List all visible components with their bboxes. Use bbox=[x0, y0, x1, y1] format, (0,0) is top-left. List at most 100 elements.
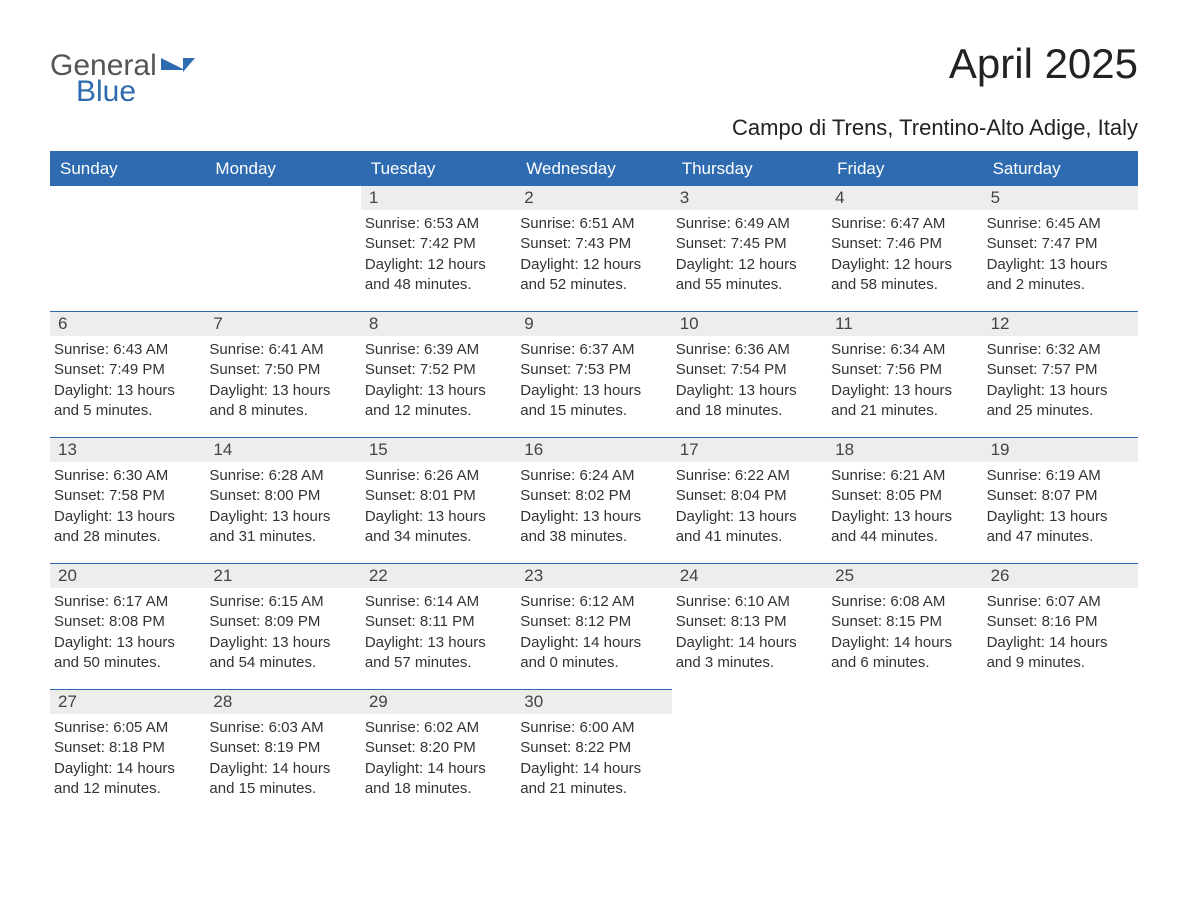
day-number: 1 bbox=[361, 186, 516, 210]
weekday-header: Monday bbox=[205, 153, 360, 185]
day-details: Sunrise: 6:14 AMSunset: 8:11 PMDaylight:… bbox=[361, 588, 516, 673]
day-number: 19 bbox=[983, 438, 1138, 462]
day-details: Sunrise: 6:49 AMSunset: 7:45 PMDaylight:… bbox=[672, 210, 827, 295]
day-details: Sunrise: 6:34 AMSunset: 7:56 PMDaylight:… bbox=[827, 336, 982, 421]
day-cell: 16Sunrise: 6:24 AMSunset: 8:02 PMDayligh… bbox=[516, 437, 671, 563]
day-number: 6 bbox=[50, 312, 205, 336]
day-cell: 21Sunrise: 6:15 AMSunset: 8:09 PMDayligh… bbox=[205, 563, 360, 689]
day-cell: 25Sunrise: 6:08 AMSunset: 8:15 PMDayligh… bbox=[827, 563, 982, 689]
day-cell: 3Sunrise: 6:49 AMSunset: 7:45 PMDaylight… bbox=[672, 185, 827, 311]
day-cell: 8Sunrise: 6:39 AMSunset: 7:52 PMDaylight… bbox=[361, 311, 516, 437]
day-number: 14 bbox=[205, 438, 360, 462]
day-number: 23 bbox=[516, 564, 671, 588]
day-cell: 26Sunrise: 6:07 AMSunset: 8:16 PMDayligh… bbox=[983, 563, 1138, 689]
day-cell: 20Sunrise: 6:17 AMSunset: 8:08 PMDayligh… bbox=[50, 563, 205, 689]
day-details: Sunrise: 6:02 AMSunset: 8:20 PMDaylight:… bbox=[361, 714, 516, 799]
day-number: 4 bbox=[827, 186, 982, 210]
day-number: 21 bbox=[205, 564, 360, 588]
day-cell: 7Sunrise: 6:41 AMSunset: 7:50 PMDaylight… bbox=[205, 311, 360, 437]
day-cell: 24Sunrise: 6:10 AMSunset: 8:13 PMDayligh… bbox=[672, 563, 827, 689]
logo-text: General Blue bbox=[50, 50, 195, 107]
day-details: Sunrise: 6:26 AMSunset: 8:01 PMDaylight:… bbox=[361, 462, 516, 547]
logo: General Blue bbox=[50, 40, 195, 107]
day-number: 10 bbox=[672, 312, 827, 336]
day-number: 30 bbox=[516, 690, 671, 714]
day-number: 25 bbox=[827, 564, 982, 588]
day-number: 22 bbox=[361, 564, 516, 588]
day-number: 26 bbox=[983, 564, 1138, 588]
day-details: Sunrise: 6:45 AMSunset: 7:47 PMDaylight:… bbox=[983, 210, 1138, 295]
day-number: 13 bbox=[50, 438, 205, 462]
day-number: 28 bbox=[205, 690, 360, 714]
weekday-header: Friday bbox=[827, 153, 982, 185]
day-cell: 9Sunrise: 6:37 AMSunset: 7:53 PMDaylight… bbox=[516, 311, 671, 437]
day-cell: 27Sunrise: 6:05 AMSunset: 8:18 PMDayligh… bbox=[50, 689, 205, 815]
weekday-header: Tuesday bbox=[361, 153, 516, 185]
day-cell: 28Sunrise: 6:03 AMSunset: 8:19 PMDayligh… bbox=[205, 689, 360, 815]
day-details: Sunrise: 6:08 AMSunset: 8:15 PMDaylight:… bbox=[827, 588, 982, 673]
day-cell: 14Sunrise: 6:28 AMSunset: 8:00 PMDayligh… bbox=[205, 437, 360, 563]
day-number: 8 bbox=[361, 312, 516, 336]
day-cell-empty: . bbox=[50, 185, 205, 311]
title-block: April 2025 bbox=[949, 40, 1138, 88]
day-details: Sunrise: 6:22 AMSunset: 8:04 PMDaylight:… bbox=[672, 462, 827, 547]
day-cell: 4Sunrise: 6:47 AMSunset: 7:46 PMDaylight… bbox=[827, 185, 982, 311]
day-details: Sunrise: 6:10 AMSunset: 8:13 PMDaylight:… bbox=[672, 588, 827, 673]
day-details: Sunrise: 6:51 AMSunset: 7:43 PMDaylight:… bbox=[516, 210, 671, 295]
day-details: Sunrise: 6:24 AMSunset: 8:02 PMDaylight:… bbox=[516, 462, 671, 547]
day-number: 27 bbox=[50, 690, 205, 714]
day-number: 3 bbox=[672, 186, 827, 210]
day-number: 24 bbox=[672, 564, 827, 588]
day-details: Sunrise: 6:43 AMSunset: 7:49 PMDaylight:… bbox=[50, 336, 205, 421]
day-number: 18 bbox=[827, 438, 982, 462]
day-number: 20 bbox=[50, 564, 205, 588]
day-cell-empty: . bbox=[205, 185, 360, 311]
day-cell: 22Sunrise: 6:14 AMSunset: 8:11 PMDayligh… bbox=[361, 563, 516, 689]
day-details: Sunrise: 6:53 AMSunset: 7:42 PMDaylight:… bbox=[361, 210, 516, 295]
day-details: Sunrise: 6:36 AMSunset: 7:54 PMDaylight:… bbox=[672, 336, 827, 421]
day-details: Sunrise: 6:17 AMSunset: 8:08 PMDaylight:… bbox=[50, 588, 205, 673]
location: Campo di Trens, Trentino-Alto Adige, Ita… bbox=[50, 115, 1138, 141]
day-cell: 5Sunrise: 6:45 AMSunset: 7:47 PMDaylight… bbox=[983, 185, 1138, 311]
day-cell: 1Sunrise: 6:53 AMSunset: 7:42 PMDaylight… bbox=[361, 185, 516, 311]
day-details: Sunrise: 6:32 AMSunset: 7:57 PMDaylight:… bbox=[983, 336, 1138, 421]
day-number: 15 bbox=[361, 438, 516, 462]
day-details: Sunrise: 6:37 AMSunset: 7:53 PMDaylight:… bbox=[516, 336, 671, 421]
day-number: 2 bbox=[516, 186, 671, 210]
day-number: 12 bbox=[983, 312, 1138, 336]
day-cell: 12Sunrise: 6:32 AMSunset: 7:57 PMDayligh… bbox=[983, 311, 1138, 437]
day-cell: 10Sunrise: 6:36 AMSunset: 7:54 PMDayligh… bbox=[672, 311, 827, 437]
day-details: Sunrise: 6:41 AMSunset: 7:50 PMDaylight:… bbox=[205, 336, 360, 421]
day-cell: 17Sunrise: 6:22 AMSunset: 8:04 PMDayligh… bbox=[672, 437, 827, 563]
day-details: Sunrise: 6:03 AMSunset: 8:19 PMDaylight:… bbox=[205, 714, 360, 799]
weekday-header: Thursday bbox=[672, 153, 827, 185]
logo-word2: Blue bbox=[76, 76, 195, 108]
day-cell: 30Sunrise: 6:00 AMSunset: 8:22 PMDayligh… bbox=[516, 689, 671, 815]
weekday-header: Sunday bbox=[50, 153, 205, 185]
day-details: Sunrise: 6:47 AMSunset: 7:46 PMDaylight:… bbox=[827, 210, 982, 295]
day-details: Sunrise: 6:19 AMSunset: 8:07 PMDaylight:… bbox=[983, 462, 1138, 547]
day-cell: 11Sunrise: 6:34 AMSunset: 7:56 PMDayligh… bbox=[827, 311, 982, 437]
day-details: Sunrise: 6:28 AMSunset: 8:00 PMDaylight:… bbox=[205, 462, 360, 547]
day-details: Sunrise: 6:39 AMSunset: 7:52 PMDaylight:… bbox=[361, 336, 516, 421]
day-number: 29 bbox=[361, 690, 516, 714]
day-details: Sunrise: 6:12 AMSunset: 8:12 PMDaylight:… bbox=[516, 588, 671, 673]
day-cell: 29Sunrise: 6:02 AMSunset: 8:20 PMDayligh… bbox=[361, 689, 516, 815]
weekday-header: Wednesday bbox=[516, 153, 671, 185]
day-cell: 15Sunrise: 6:26 AMSunset: 8:01 PMDayligh… bbox=[361, 437, 516, 563]
day-details: Sunrise: 6:05 AMSunset: 8:18 PMDaylight:… bbox=[50, 714, 205, 799]
day-details: Sunrise: 6:00 AMSunset: 8:22 PMDaylight:… bbox=[516, 714, 671, 799]
day-number: 11 bbox=[827, 312, 982, 336]
day-cell: 13Sunrise: 6:30 AMSunset: 7:58 PMDayligh… bbox=[50, 437, 205, 563]
day-cell: 2Sunrise: 6:51 AMSunset: 7:43 PMDaylight… bbox=[516, 185, 671, 311]
weekday-header: Saturday bbox=[983, 153, 1138, 185]
day-number: 17 bbox=[672, 438, 827, 462]
calendar-grid: SundayMondayTuesdayWednesdayThursdayFrid… bbox=[50, 151, 1138, 815]
day-number: 16 bbox=[516, 438, 671, 462]
logo-triangle-icon bbox=[183, 58, 195, 72]
page-title: April 2025 bbox=[949, 40, 1138, 88]
day-cell: 6Sunrise: 6:43 AMSunset: 7:49 PMDaylight… bbox=[50, 311, 205, 437]
header: General Blue April 2025 bbox=[50, 40, 1138, 107]
day-details: Sunrise: 6:21 AMSunset: 8:05 PMDaylight:… bbox=[827, 462, 982, 547]
day-details: Sunrise: 6:15 AMSunset: 8:09 PMDaylight:… bbox=[205, 588, 360, 673]
